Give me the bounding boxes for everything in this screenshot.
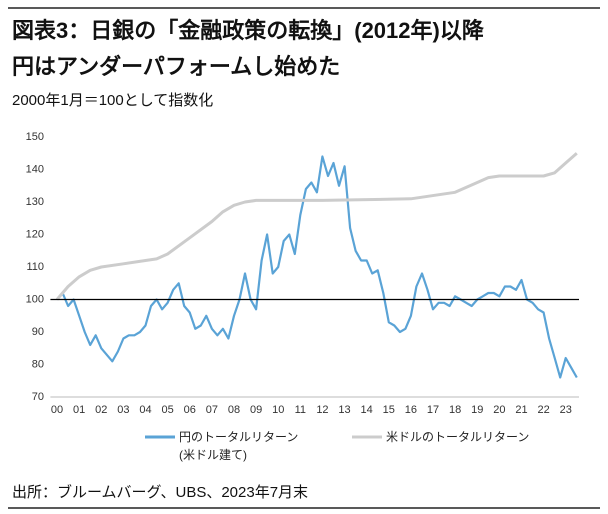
x-tick-label: 18 [449, 404, 461, 416]
source-note: 出所：ブルームバーグ、UBS、2023年7月末 [12, 483, 308, 501]
y-tick-label: 130 [26, 196, 44, 208]
x-tick-label: 16 [405, 404, 417, 416]
x-tick-label: 13 [338, 404, 350, 416]
legend-label: 円のトータルリターン(米ドル建て) [179, 430, 299, 462]
x-tick-label: 23 [560, 404, 572, 416]
x-tick-label: 06 [184, 404, 196, 416]
x-tick-label: 07 [206, 404, 218, 416]
y-tick-label: 70 [32, 391, 44, 403]
x-tick-label: 17 [427, 404, 439, 416]
x-tick-label: 15 [383, 404, 395, 416]
x-tick-label: 02 [95, 404, 107, 416]
chart-title: 図表3：日銀の「金融政策の転換」(2012年)以降 [12, 18, 485, 43]
x-tick-label: 21 [515, 404, 527, 416]
x-tick-label: 10 [272, 404, 284, 416]
x-tick-label: 20 [493, 404, 505, 416]
chart-subtitle: 2000年1月＝100として指数化 [12, 92, 213, 109]
x-tick-label: 11 [295, 404, 306, 416]
legend-label: 米ドルのトータルリターン [386, 430, 530, 444]
x-tick-label: 19 [471, 404, 483, 416]
x-tick-label: 22 [537, 404, 549, 416]
y-tick-label: 100 [26, 293, 44, 305]
series-line [55, 152, 578, 301]
x-tick-label: 01 [73, 404, 85, 416]
x-tick-label: 09 [250, 404, 262, 416]
x-tick-label: 12 [316, 404, 328, 416]
y-tick-label: 80 [32, 358, 44, 370]
y-tick-label: 140 [26, 163, 44, 175]
x-tick-label: 04 [139, 404, 151, 416]
x-tick-label: 14 [361, 404, 373, 416]
y-tick-label: 120 [26, 228, 44, 240]
y-tick-label: 90 [32, 326, 44, 338]
x-tick-label: 08 [228, 404, 240, 416]
y-tick-label: 150 [26, 131, 44, 143]
series-line [56, 155, 578, 379]
x-tick-label: 00 [51, 404, 63, 416]
x-tick-label: 05 [161, 404, 173, 416]
chart-title: 円はアンダーパフォームし始めた [12, 54, 340, 79]
y-tick-label: 110 [26, 261, 44, 273]
x-tick-label: 03 [117, 404, 129, 416]
